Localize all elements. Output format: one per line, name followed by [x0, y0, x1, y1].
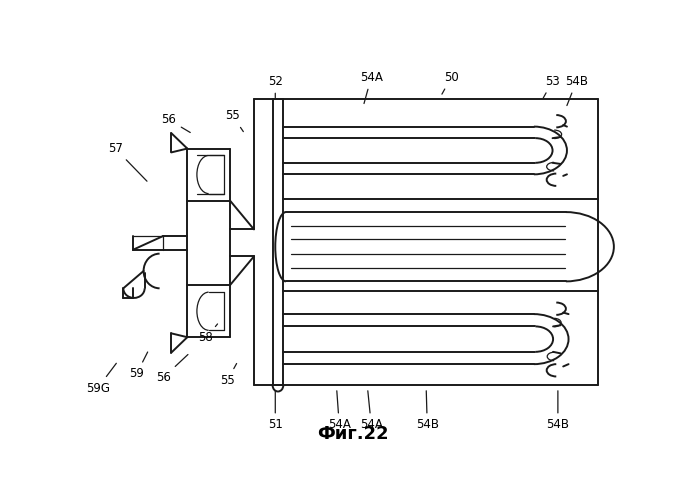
Text: 59: 59	[129, 352, 148, 380]
Text: 57: 57	[108, 142, 147, 181]
Text: 54A: 54A	[328, 391, 351, 432]
Text: 56: 56	[161, 113, 191, 132]
Text: Фиг.22: Фиг.22	[316, 425, 389, 443]
Text: 58: 58	[199, 324, 217, 344]
Text: 54B: 54B	[565, 74, 588, 106]
Text: 54A: 54A	[360, 391, 383, 432]
Text: 54B: 54B	[546, 391, 570, 432]
Text: 55: 55	[220, 364, 237, 387]
Text: 56: 56	[156, 354, 188, 384]
Text: 50: 50	[442, 71, 459, 94]
Text: 54B: 54B	[416, 391, 439, 432]
Text: 52: 52	[268, 74, 283, 98]
Text: 54A: 54A	[360, 71, 383, 104]
Text: 51: 51	[268, 391, 283, 432]
Text: 53: 53	[544, 74, 560, 98]
Text: 59G: 59G	[86, 364, 116, 394]
Text: 55: 55	[225, 110, 244, 132]
